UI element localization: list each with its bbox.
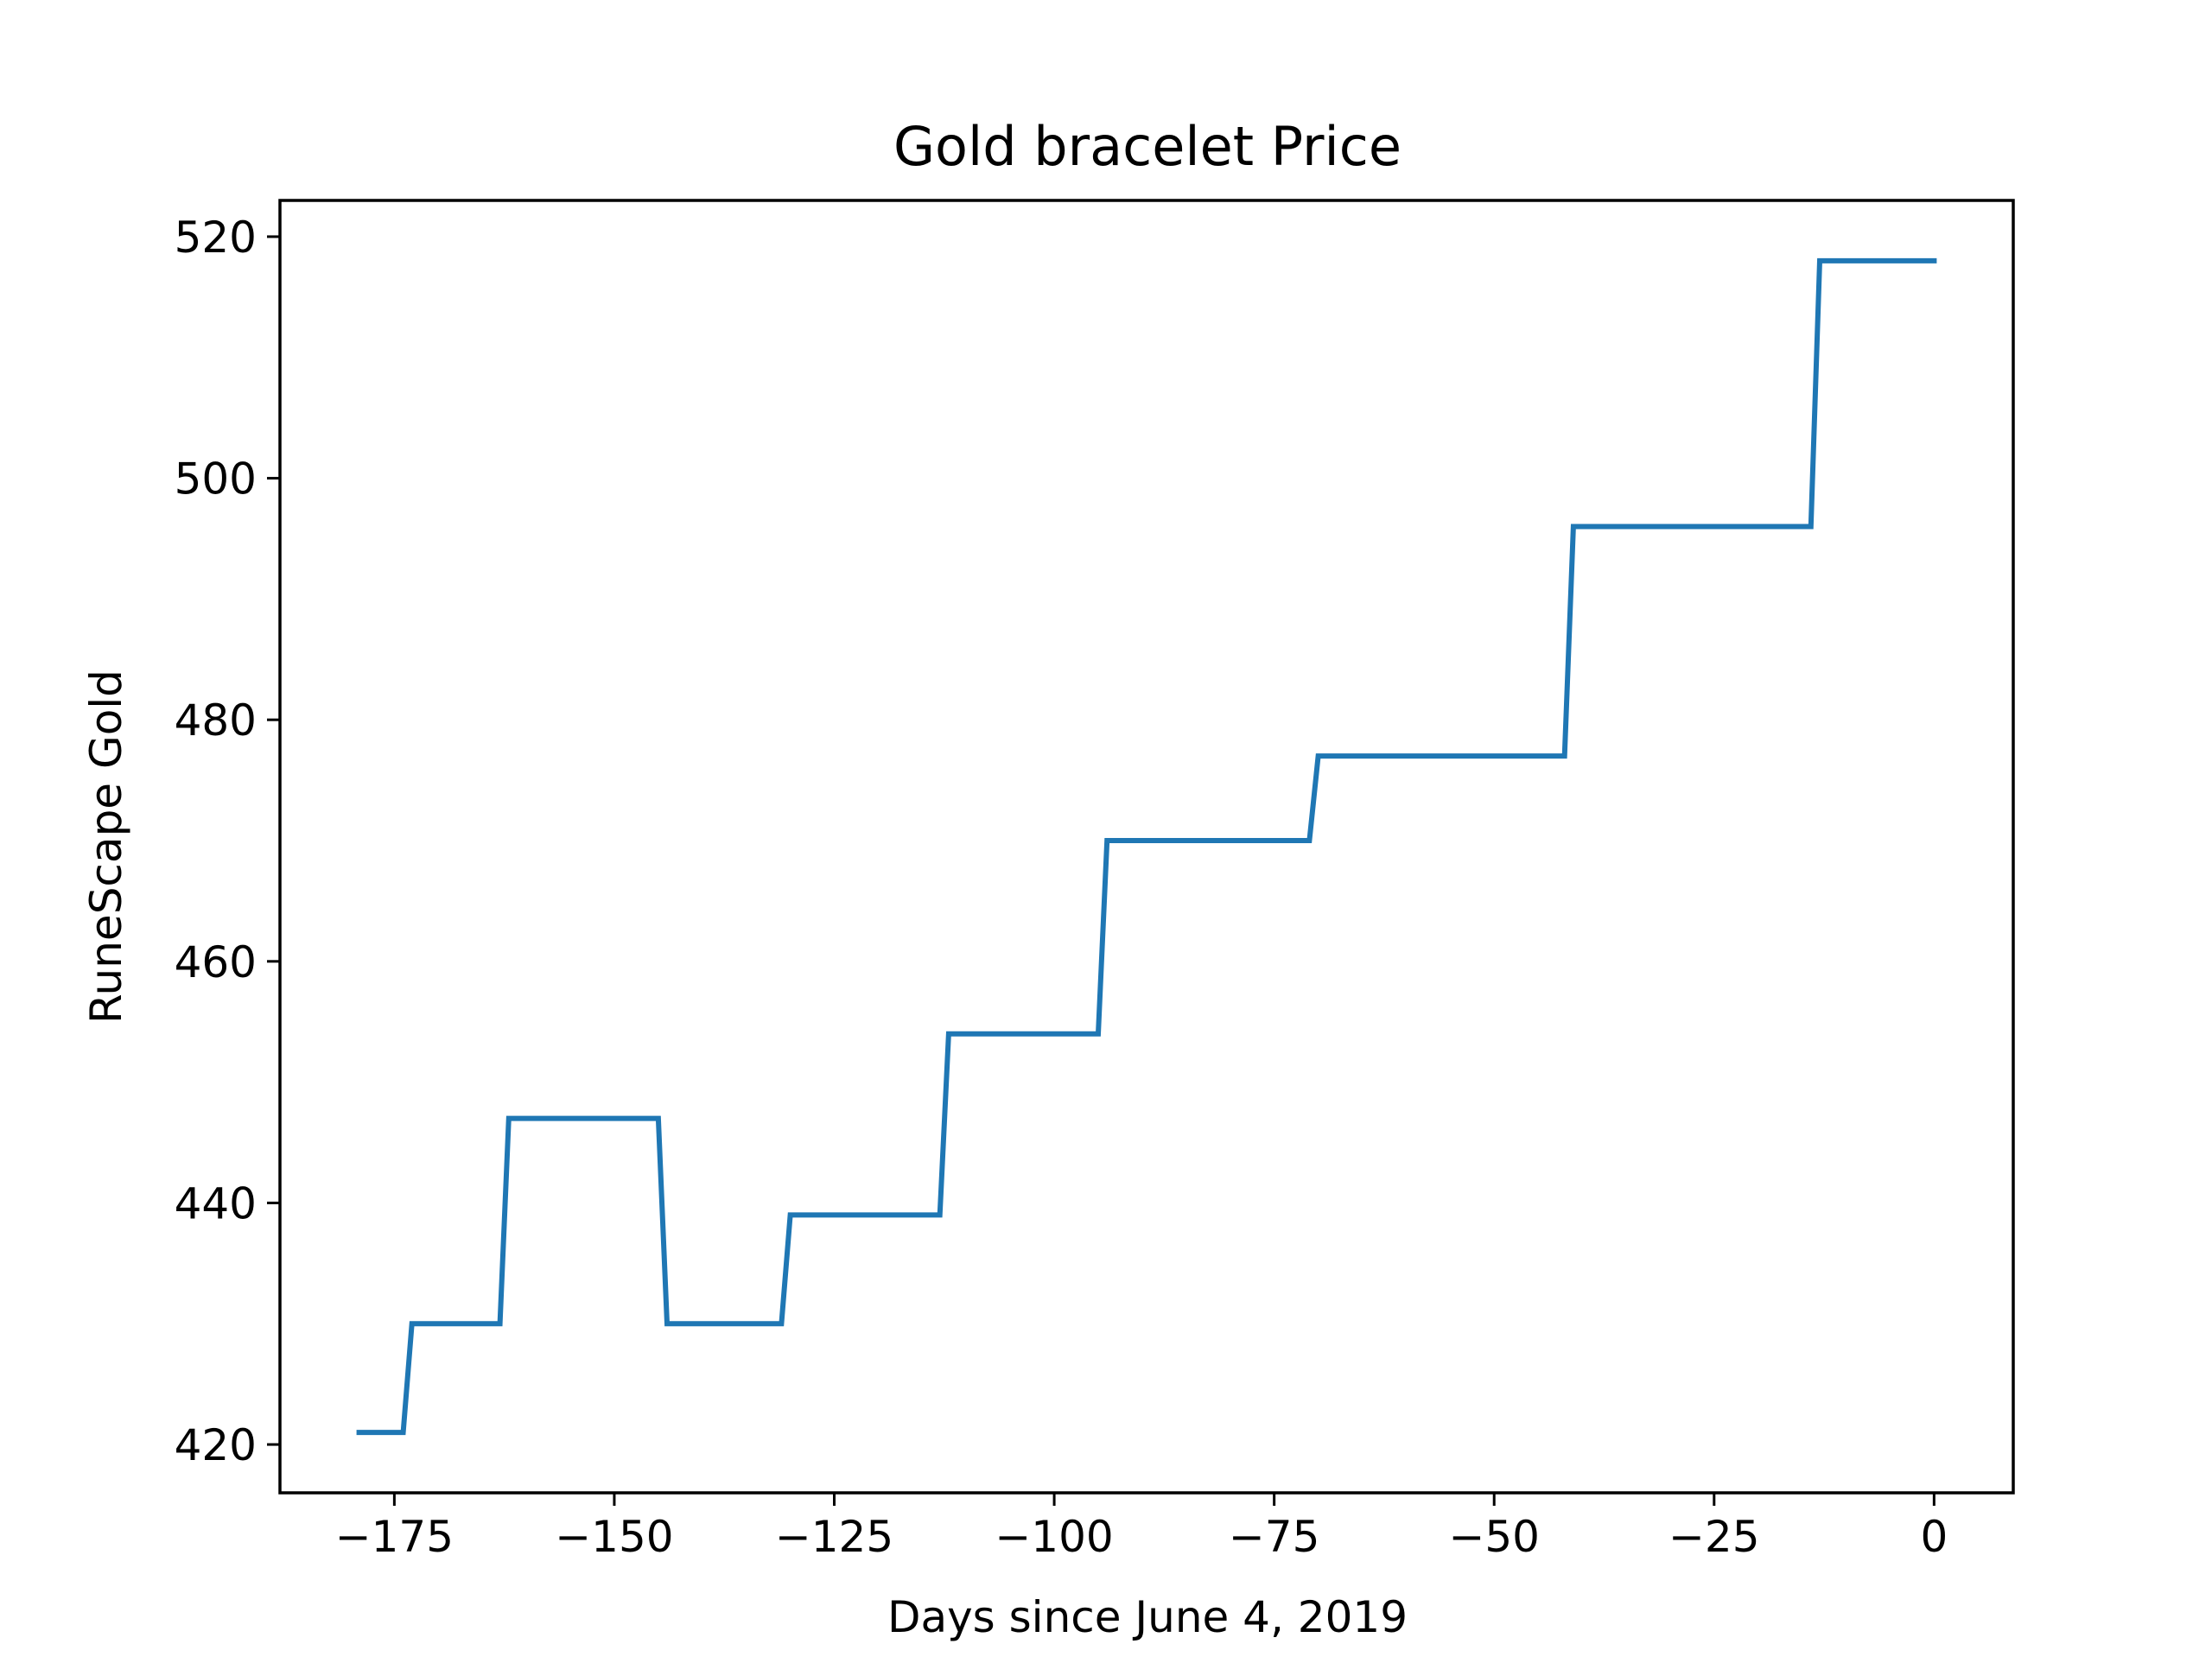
x-tick-label: −125	[775, 1512, 893, 1562]
x-axis-label: Days since June 4, 2019	[887, 1592, 1408, 1642]
x-tick-label: −175	[335, 1512, 454, 1562]
y-axis-label: RuneScape Gold	[81, 670, 131, 1024]
price-series-line	[356, 257, 1937, 1436]
y-tick-label: 500	[175, 454, 257, 505]
x-tick-label: −150	[555, 1512, 673, 1562]
x-axis-ticks: −175 −150 −125 −100 −75 −50 −25 0	[335, 1493, 1948, 1562]
x-tick-label: −75	[1229, 1512, 1320, 1562]
plot-frame	[278, 199, 2015, 1495]
y-axis-ticks: 420 440 460 480 500 520	[175, 213, 280, 1470]
y-tick-label: 460	[175, 937, 257, 987]
plot-lines	[356, 257, 1937, 1436]
y-tick-label: 480	[175, 695, 257, 746]
x-tick-label: −50	[1448, 1512, 1540, 1562]
y-tick-label: 440	[175, 1178, 257, 1228]
x-tick-label: −100	[995, 1512, 1113, 1562]
y-tick-label: 520	[175, 213, 257, 263]
y-tick-label: 420	[175, 1420, 257, 1470]
x-tick-label: −25	[1669, 1512, 1760, 1562]
chart-title: Gold bracelet Price	[893, 115, 1402, 178]
x-tick-label: 0	[1920, 1512, 1948, 1562]
